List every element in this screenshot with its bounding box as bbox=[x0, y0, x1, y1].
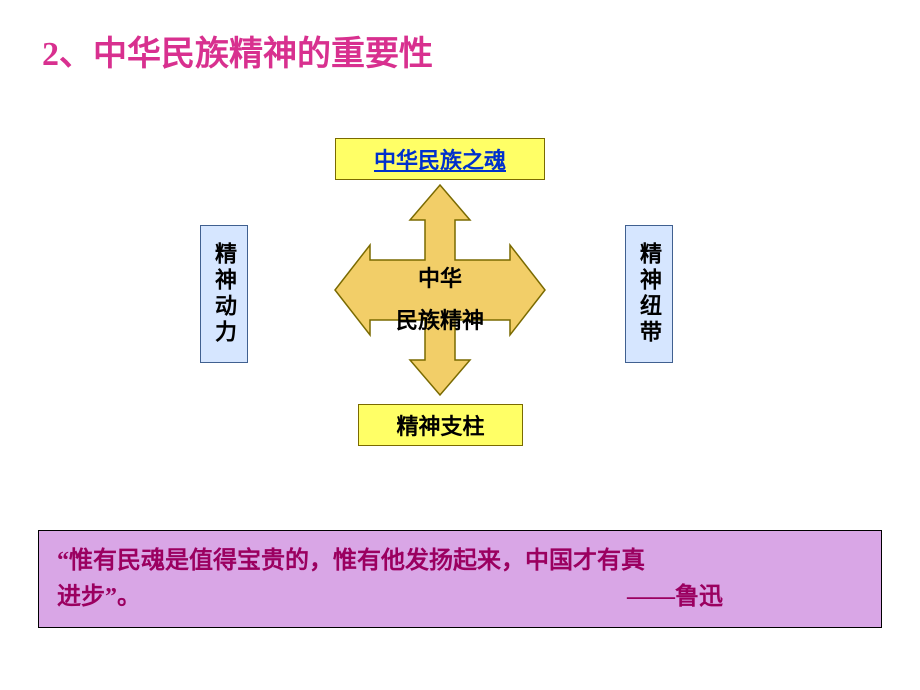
left-box-label: 精神动力 bbox=[208, 242, 240, 346]
page-title: 2、中华民族精神的重要性 bbox=[42, 26, 433, 75]
quote-box: “惟有民魂是值得宝贵的，惟有他发扬起来，中国才有真 进步”。 ——鲁迅 bbox=[38, 530, 882, 628]
bottom-box-label: 精神支柱 bbox=[396, 409, 484, 441]
quote-left: 进步”。 bbox=[57, 579, 141, 615]
right-box: 精神纽带 bbox=[625, 225, 673, 363]
left-box: 精神动力 bbox=[200, 225, 248, 363]
right-box-label: 精神纽带 bbox=[633, 242, 665, 346]
center-label: 中华 民族精神 bbox=[375, 258, 505, 342]
top-box-label: 中华民族之魂 bbox=[374, 143, 506, 175]
bottom-box: 精神支柱 bbox=[358, 404, 523, 446]
quote-line1: “惟有民魂是值得宝贵的，惟有他发扬起来，中国才有真 bbox=[57, 543, 863, 579]
center-line1: 中华 bbox=[418, 266, 462, 291]
quote-author: ——鲁迅 bbox=[627, 579, 723, 615]
diagram-container: 中华 民族精神 中华民族之魂 精神动力 精神纽带 精神支柱 bbox=[210, 130, 670, 470]
quote-line2: 进步”。 ——鲁迅 bbox=[57, 579, 863, 615]
center-line2: 民族精神 bbox=[396, 308, 484, 333]
top-box: 中华民族之魂 bbox=[335, 138, 545, 180]
